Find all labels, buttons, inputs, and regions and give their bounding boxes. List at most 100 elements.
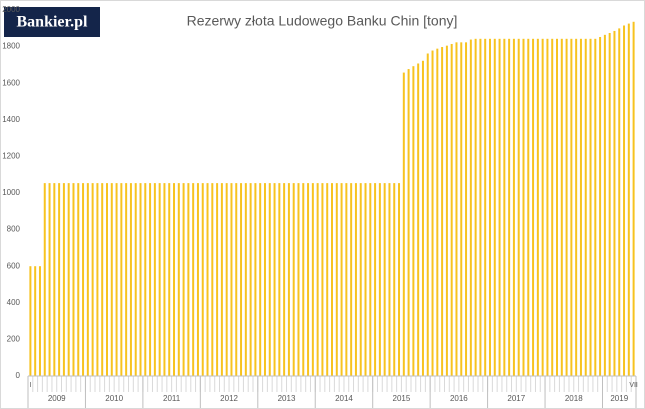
bar — [316, 183, 319, 376]
bar — [627, 23, 630, 377]
bar — [38, 266, 41, 376]
y-tick-label: 400 — [7, 298, 21, 307]
bar — [488, 38, 491, 376]
bar — [527, 38, 530, 376]
bar — [225, 183, 228, 376]
bar — [292, 183, 295, 376]
bar — [565, 38, 568, 376]
bar — [570, 38, 573, 376]
bar — [541, 38, 544, 376]
bar — [163, 183, 166, 376]
bar — [91, 183, 94, 376]
year-label: 2013 — [278, 394, 296, 403]
chart-title: Rezerwy złota Ludowego Banku Chin [tony] — [187, 13, 458, 29]
bar — [493, 38, 496, 376]
bar — [120, 183, 123, 376]
bar — [345, 183, 348, 376]
year-label: 2016 — [450, 394, 468, 403]
bar — [77, 183, 80, 376]
bar — [560, 38, 563, 376]
bar — [484, 38, 487, 376]
bar — [206, 183, 209, 376]
bar — [402, 72, 405, 376]
x-tick-label: I — [29, 382, 31, 389]
bar — [134, 183, 137, 376]
bar — [125, 183, 128, 376]
bar — [436, 48, 439, 377]
bar — [469, 39, 472, 376]
bar — [498, 38, 501, 376]
bar — [254, 183, 257, 376]
bar — [201, 183, 204, 376]
bar — [412, 66, 415, 376]
bar — [158, 183, 161, 376]
bar — [460, 42, 463, 377]
bar — [62, 183, 65, 376]
y-tick-label: 1600 — [2, 78, 20, 87]
bar — [369, 183, 372, 376]
year-label: 2014 — [335, 394, 353, 403]
bar — [455, 42, 458, 377]
bar — [364, 183, 367, 376]
bar — [220, 183, 223, 376]
bar — [326, 183, 329, 376]
bar — [517, 38, 520, 376]
bar — [374, 183, 377, 376]
bar — [139, 183, 142, 376]
bar — [53, 183, 56, 376]
year-label: 2018 — [565, 394, 583, 403]
bar — [331, 183, 333, 376]
bar — [302, 183, 305, 376]
bar — [249, 183, 252, 376]
year-label: 2019 — [610, 394, 628, 403]
bar — [340, 183, 343, 376]
bar — [321, 183, 324, 376]
y-tick-label: 1400 — [2, 115, 20, 124]
bar — [29, 266, 32, 376]
bar — [441, 47, 444, 376]
bar — [398, 183, 401, 376]
logo-box — [4, 7, 100, 37]
bar — [216, 183, 219, 376]
bar — [58, 183, 61, 376]
bar — [240, 183, 243, 376]
bar — [230, 183, 233, 376]
bar — [263, 183, 266, 376]
bar — [388, 183, 391, 376]
bar — [512, 38, 515, 376]
bar — [115, 183, 118, 376]
bar — [522, 38, 525, 376]
year-label: 2011 — [163, 394, 181, 403]
bar — [311, 183, 314, 376]
bar — [168, 183, 171, 376]
bar — [479, 38, 482, 376]
bar — [82, 183, 85, 376]
bar — [48, 183, 51, 376]
x-tick-label: VII — [629, 382, 638, 389]
bar — [235, 183, 238, 376]
bar — [149, 183, 152, 376]
bar — [129, 183, 132, 376]
bar — [287, 183, 290, 376]
year-label: 2010 — [105, 394, 123, 403]
bar — [67, 183, 70, 376]
bar — [575, 38, 578, 376]
bar — [556, 38, 559, 376]
bar — [584, 38, 587, 376]
bar — [623, 25, 626, 376]
bar — [579, 38, 582, 376]
y-tick-label: 600 — [7, 261, 21, 270]
bar — [536, 38, 539, 376]
y-tick-label: 1200 — [2, 152, 20, 161]
bar — [307, 183, 310, 376]
bar — [350, 183, 353, 376]
bar — [445, 45, 448, 376]
bar — [278, 183, 281, 376]
bar — [589, 38, 592, 376]
bar — [613, 30, 616, 377]
bar — [196, 183, 199, 376]
bar — [182, 183, 185, 376]
bar — [407, 69, 410, 376]
bar — [599, 36, 602, 377]
bar — [273, 183, 276, 376]
